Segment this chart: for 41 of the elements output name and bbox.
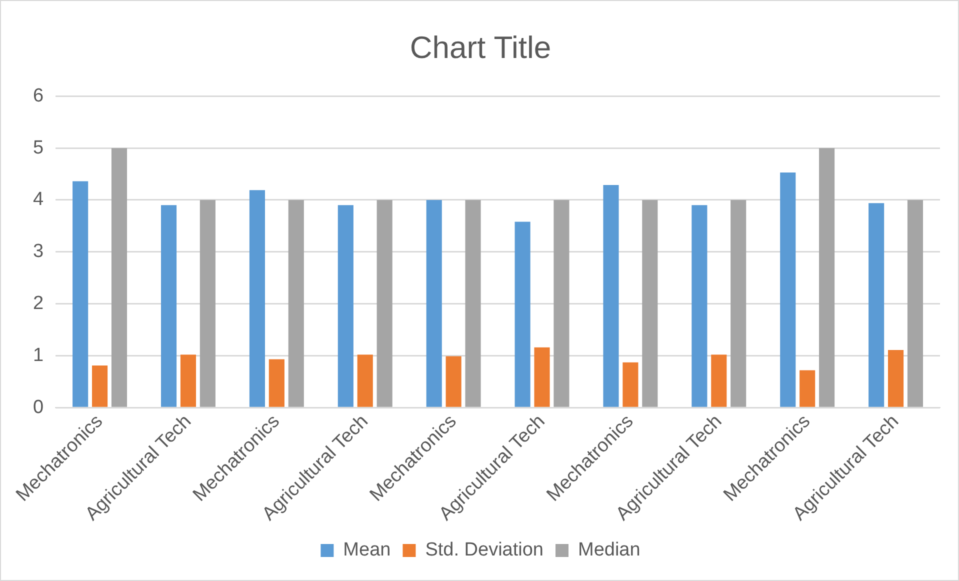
bar	[888, 350, 904, 407]
bar	[446, 356, 462, 407]
bar	[692, 205, 708, 407]
bar	[868, 203, 884, 407]
bar	[554, 200, 570, 407]
bar	[200, 200, 216, 407]
bar	[288, 200, 304, 407]
bar	[711, 354, 727, 407]
bar	[622, 362, 638, 407]
bar	[376, 200, 392, 407]
bar	[780, 172, 796, 407]
bar	[642, 200, 658, 407]
bar	[180, 354, 196, 407]
bar	[800, 370, 816, 407]
bar	[426, 200, 442, 407]
legend-label: Std. Deviation	[425, 540, 544, 561]
y-tick-label: 0	[32, 396, 44, 418]
bar	[514, 222, 530, 407]
bar	[72, 181, 88, 407]
y-tick-label: 4	[32, 189, 44, 210]
bar	[92, 366, 108, 407]
bar	[907, 200, 924, 407]
bar	[268, 359, 284, 407]
bar	[730, 200, 746, 407]
bar	[111, 148, 128, 407]
bar	[357, 354, 373, 407]
bar	[819, 148, 835, 407]
y-tick-label: 1	[32, 344, 44, 366]
bar	[338, 205, 354, 407]
y-tick-label: 6	[32, 85, 44, 106]
bar	[160, 205, 177, 407]
legend-label: Median	[578, 540, 640, 561]
bar	[465, 200, 481, 407]
legend-label: Mean	[343, 540, 391, 561]
y-tick-label: 5	[32, 137, 44, 158]
bar	[249, 190, 265, 407]
y-tick-label: 2	[32, 293, 44, 314]
chart-title: Chart Title	[410, 30, 552, 66]
bar	[603, 184, 619, 407]
bar	[534, 347, 550, 407]
y-tick-label: 3	[32, 241, 44, 262]
